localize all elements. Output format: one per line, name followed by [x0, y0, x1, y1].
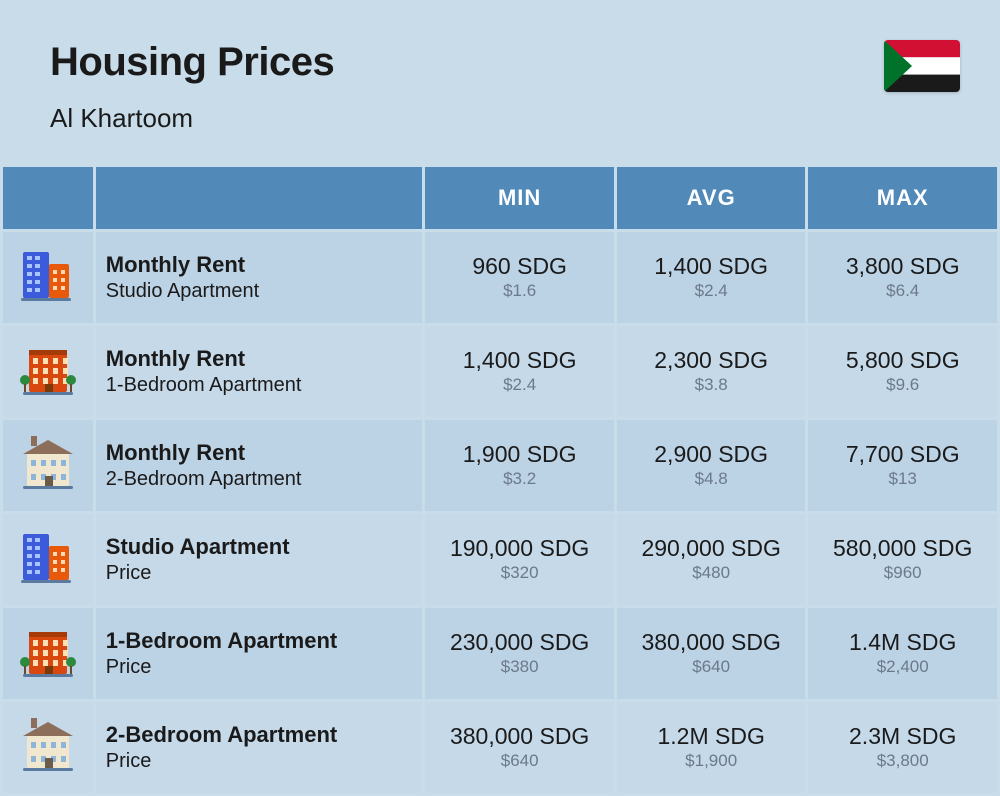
value-sdg: 2.3M SDG [818, 723, 987, 751]
value-usd: $960 [818, 562, 987, 584]
value-sdg: 5,800 SDG [818, 347, 987, 375]
cell-avg: 290,000 SDG $480 [617, 514, 806, 605]
cell-max: 580,000 SDG $960 [808, 514, 997, 605]
row-label: Monthly Rent 1-Bedroom Apartment [96, 326, 423, 417]
cell-max: 3,800 SDG $6.4 [808, 232, 997, 323]
value-sdg: 580,000 SDG [818, 535, 987, 563]
value-sdg: 3,800 SDG [818, 253, 987, 281]
value-usd: $480 [627, 562, 796, 584]
cell-min: 230,000 SDG $380 [425, 608, 614, 699]
row-icon-house [3, 420, 93, 511]
page-title: Housing Prices [50, 40, 950, 85]
cell-min: 190,000 SDG $320 [425, 514, 614, 605]
row-icon-apartment [3, 326, 93, 417]
cell-max: 1.4M SDG $2,400 [808, 608, 997, 699]
value-sdg: 960 SDG [435, 253, 604, 281]
cell-max: 7,700 SDG $13 [808, 420, 997, 511]
table-header-row: MIN AVG MAX [3, 167, 997, 229]
row-label: Monthly Rent 2-Bedroom Apartment [96, 420, 423, 511]
value-usd: $640 [435, 750, 604, 772]
row-label: 2-Bedroom Apartment Price [96, 702, 423, 793]
prices-table: MIN AVG MAX Monthly Rent Studio Apartmen… [0, 164, 1000, 796]
page-header: Housing Prices Al Khartoom [0, 0, 1000, 164]
value-sdg: 380,000 SDG [627, 629, 796, 657]
cell-min: 380,000 SDG $640 [425, 702, 614, 793]
value-usd: $320 [435, 562, 604, 584]
value-usd: $3.2 [435, 468, 604, 490]
value-sdg: 2,900 SDG [627, 441, 796, 469]
row-title: 1-Bedroom Apartment [106, 628, 413, 654]
value-usd: $1,900 [627, 750, 796, 772]
value-usd: $380 [435, 656, 604, 678]
col-avg: AVG [617, 167, 806, 229]
value-usd: $9.6 [818, 374, 987, 396]
value-sdg: 1,900 SDG [435, 441, 604, 469]
row-subtitle: Price [106, 655, 413, 679]
table-row: 2-Bedroom Apartment Price 380,000 SDG $6… [3, 702, 997, 793]
value-sdg: 7,700 SDG [818, 441, 987, 469]
value-sdg: 230,000 SDG [435, 629, 604, 657]
value-sdg: 1,400 SDG [627, 253, 796, 281]
table-row: Studio Apartment Price 190,000 SDG $320 … [3, 514, 997, 605]
cell-avg: 380,000 SDG $640 [617, 608, 806, 699]
row-title: Monthly Rent [106, 346, 413, 372]
row-title: Studio Apartment [106, 534, 413, 560]
cell-min: 960 SDG $1.6 [425, 232, 614, 323]
value-usd: $2.4 [627, 280, 796, 302]
col-icon [3, 167, 93, 229]
cell-avg: 1.2M SDG $1,900 [617, 702, 806, 793]
value-sdg: 1.2M SDG [627, 723, 796, 751]
value-sdg: 190,000 SDG [435, 535, 604, 563]
row-subtitle: Price [106, 561, 413, 585]
value-usd: $4.8 [627, 468, 796, 490]
value-sdg: 290,000 SDG [627, 535, 796, 563]
row-icon-buildings [3, 514, 93, 605]
row-title: 2-Bedroom Apartment [106, 722, 413, 748]
value-usd: $2.4 [435, 374, 604, 396]
row-title: Monthly Rent [106, 440, 413, 466]
cell-min: 1,400 SDG $2.4 [425, 326, 614, 417]
value-usd: $6.4 [818, 280, 987, 302]
table-row: Monthly Rent 2-Bedroom Apartment 1,900 S… [3, 420, 997, 511]
table-row: 1-Bedroom Apartment Price 230,000 SDG $3… [3, 608, 997, 699]
row-icon-apartment [3, 608, 93, 699]
flag-icon [884, 40, 960, 92]
value-usd: $2,400 [818, 656, 987, 678]
value-sdg: 1,400 SDG [435, 347, 604, 375]
value-sdg: 1.4M SDG [818, 629, 987, 657]
row-label: Studio Apartment Price [96, 514, 423, 605]
cell-avg: 2,900 SDG $4.8 [617, 420, 806, 511]
value-usd: $1.6 [435, 280, 604, 302]
col-min: MIN [425, 167, 614, 229]
page-subtitle: Al Khartoom [50, 103, 950, 134]
value-usd: $13 [818, 468, 987, 490]
cell-max: 5,800 SDG $9.6 [808, 326, 997, 417]
row-title: Monthly Rent [106, 252, 413, 278]
row-icon-buildings [3, 232, 93, 323]
table-row: Monthly Rent 1-Bedroom Apartment 1,400 S… [3, 326, 997, 417]
row-subtitle: 1-Bedroom Apartment [106, 373, 413, 397]
row-icon-house [3, 702, 93, 793]
row-label: 1-Bedroom Apartment Price [96, 608, 423, 699]
value-usd: $3.8 [627, 374, 796, 396]
col-label [96, 167, 423, 229]
value-sdg: 2,300 SDG [627, 347, 796, 375]
value-usd: $3,800 [818, 750, 987, 772]
value-sdg: 380,000 SDG [435, 723, 604, 751]
row-subtitle: Studio Apartment [106, 279, 413, 303]
row-subtitle: 2-Bedroom Apartment [106, 467, 413, 491]
cell-max: 2.3M SDG $3,800 [808, 702, 997, 793]
value-usd: $640 [627, 656, 796, 678]
col-max: MAX [808, 167, 997, 229]
cell-avg: 1,400 SDG $2.4 [617, 232, 806, 323]
cell-min: 1,900 SDG $3.2 [425, 420, 614, 511]
row-label: Monthly Rent Studio Apartment [96, 232, 423, 323]
row-subtitle: Price [106, 749, 413, 773]
table-row: Monthly Rent Studio Apartment 960 SDG $1… [3, 232, 997, 323]
cell-avg: 2,300 SDG $3.8 [617, 326, 806, 417]
